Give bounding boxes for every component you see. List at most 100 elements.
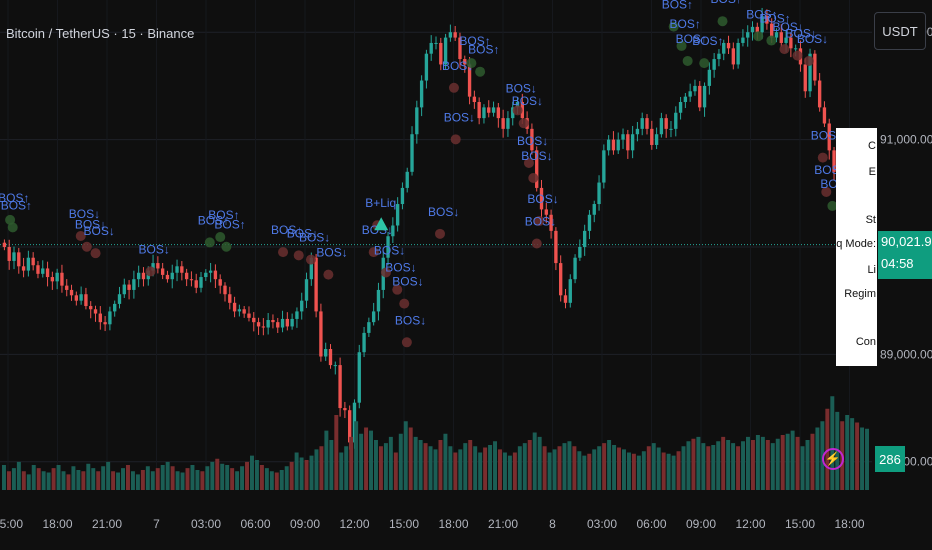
lightning-bolt-icon[interactable]: ⚡ bbox=[822, 448, 844, 470]
swing-marker bbox=[682, 55, 693, 66]
candle-body bbox=[779, 32, 783, 43]
candle-body bbox=[592, 204, 596, 215]
candle-body bbox=[237, 309, 242, 312]
bos-label: BOS↑ bbox=[662, 0, 693, 12]
x-tick-label: 06:00 bbox=[636, 517, 666, 531]
symbol-title[interactable]: Bitcoin / TetherUS · 15 · Binance bbox=[6, 26, 195, 41]
swing-marker bbox=[293, 250, 304, 261]
volume-bar bbox=[587, 453, 592, 490]
candle-body bbox=[319, 311, 323, 357]
x-tick-label: 15:00 bbox=[0, 517, 23, 531]
bos-label: B+Liq bbox=[365, 196, 396, 210]
candle-body bbox=[726, 42, 731, 49]
volume-bar bbox=[626, 452, 631, 490]
bos-label: BOS↓ bbox=[527, 192, 558, 206]
swing-marker bbox=[75, 230, 86, 241]
candle-body bbox=[587, 214, 592, 231]
swing-marker bbox=[792, 50, 803, 61]
candle-body bbox=[443, 37, 448, 65]
x-tick-label: 18:00 bbox=[42, 517, 72, 531]
volume-bar bbox=[121, 468, 126, 490]
info-line: Li bbox=[867, 264, 876, 276]
volume-bar bbox=[597, 446, 602, 490]
volume-bar bbox=[547, 452, 552, 490]
bar-countdown: 04:58 bbox=[881, 256, 914, 271]
swing-marker bbox=[466, 58, 477, 69]
x-tick-label: 7 bbox=[153, 517, 160, 531]
candle-body bbox=[74, 295, 79, 301]
candle-body bbox=[122, 284, 126, 295]
volume-bar bbox=[180, 472, 185, 490]
candle-body bbox=[429, 42, 433, 54]
swing-marker bbox=[399, 298, 410, 309]
candle-body bbox=[482, 107, 486, 119]
volume-bar bbox=[507, 455, 512, 490]
candle-body bbox=[180, 266, 184, 273]
swing-marker bbox=[450, 134, 461, 145]
candle-body bbox=[256, 322, 261, 327]
volume-bar bbox=[16, 461, 21, 490]
volume-bar bbox=[855, 422, 860, 490]
candle-body bbox=[252, 317, 256, 323]
volume-bar bbox=[6, 471, 11, 490]
volume-bar bbox=[56, 465, 61, 490]
volume-bar bbox=[145, 466, 150, 490]
volume-bar bbox=[488, 445, 493, 490]
volume-bar bbox=[150, 471, 155, 490]
candle-body bbox=[688, 91, 692, 97]
candle-body bbox=[338, 365, 342, 409]
candle-body bbox=[117, 294, 122, 304]
info-line: E bbox=[868, 166, 876, 178]
candle-body bbox=[218, 279, 222, 286]
candle-body bbox=[544, 209, 548, 215]
volume-bar bbox=[607, 440, 612, 490]
candle-body bbox=[654, 134, 659, 145]
volume-bar bbox=[572, 446, 577, 490]
volume-bar bbox=[200, 471, 205, 490]
volume-bar bbox=[413, 436, 418, 490]
swing-marker bbox=[215, 232, 226, 243]
candle-body bbox=[50, 277, 55, 282]
bos-label: BOS↓ bbox=[517, 134, 548, 148]
bos-label: BOS↓ bbox=[84, 224, 115, 238]
candle-body bbox=[674, 112, 678, 129]
volume-bar bbox=[225, 465, 230, 490]
candle-body bbox=[304, 279, 309, 301]
volume-bar bbox=[408, 427, 413, 490]
swing-marker bbox=[803, 55, 814, 66]
bos-label: BOS↓ bbox=[287, 226, 318, 240]
candle-body bbox=[808, 53, 812, 92]
y-tick-label: 89,000.00 bbox=[880, 347, 932, 361]
swing-marker bbox=[531, 238, 542, 249]
bos-label: BOS↓ bbox=[374, 243, 405, 257]
volume-bar bbox=[666, 453, 671, 490]
volume-bar bbox=[230, 468, 235, 490]
volume-bar bbox=[775, 438, 780, 490]
candle-body bbox=[741, 37, 745, 43]
candle-body bbox=[280, 318, 285, 328]
swing-marker bbox=[448, 82, 459, 93]
volume-bar bbox=[309, 455, 314, 490]
bos-label: BOS↑ bbox=[711, 0, 742, 6]
candle-body bbox=[36, 265, 40, 274]
candle-body bbox=[328, 348, 333, 366]
volume-bar bbox=[383, 443, 388, 490]
volume-bar bbox=[696, 436, 701, 490]
volume-bar bbox=[220, 463, 225, 490]
candle-body bbox=[69, 289, 74, 296]
currency-button[interactable]: USDT bbox=[874, 12, 926, 50]
candle-body bbox=[184, 272, 189, 280]
candle-body bbox=[746, 32, 750, 38]
bos-label: BOS↓ bbox=[772, 20, 803, 34]
volume-bar bbox=[423, 443, 428, 490]
swing-marker bbox=[717, 16, 728, 27]
candle-body bbox=[17, 252, 21, 267]
volume-bar bbox=[210, 461, 215, 490]
volume-bar bbox=[646, 446, 651, 490]
candle-body bbox=[736, 42, 740, 65]
bos-label: BOS↓ bbox=[428, 205, 459, 219]
volume-bar bbox=[41, 471, 46, 490]
bos-label: BOS↑ bbox=[468, 43, 499, 57]
swing-marker bbox=[827, 200, 838, 211]
